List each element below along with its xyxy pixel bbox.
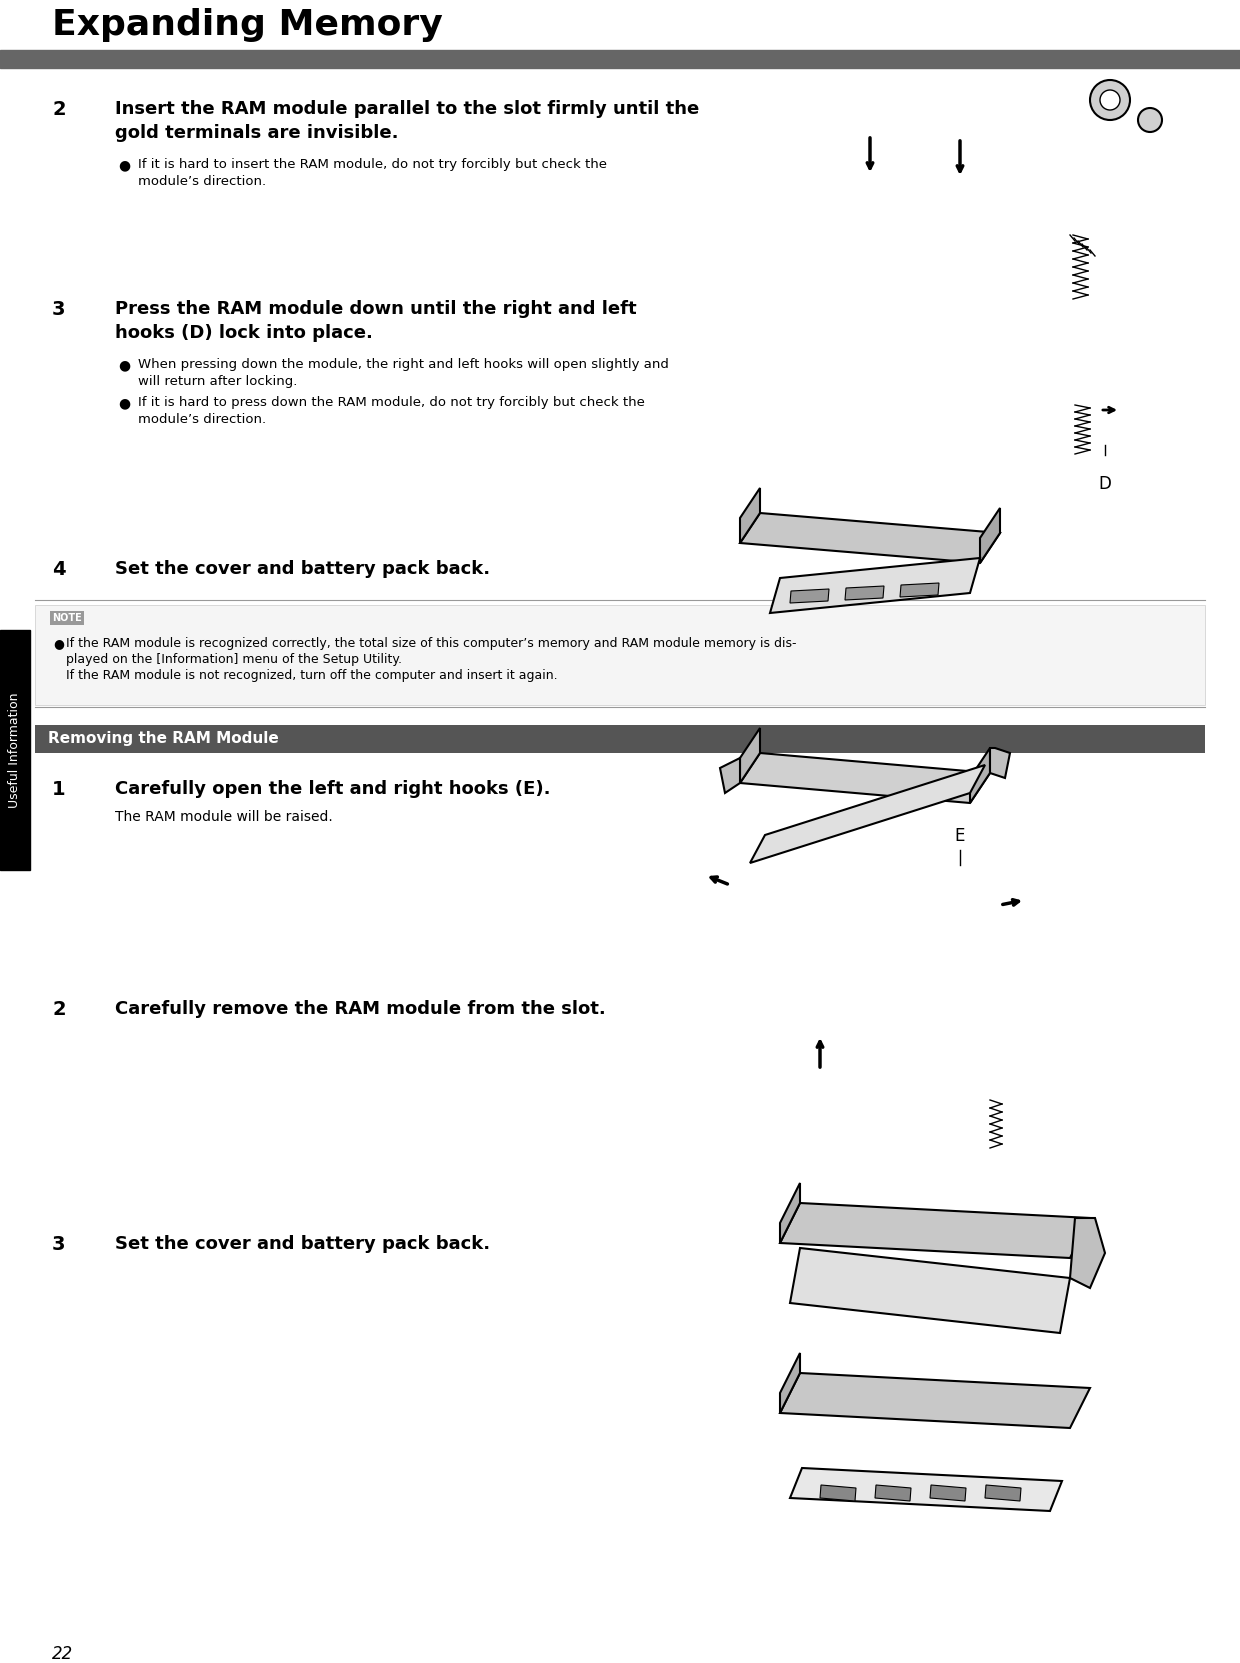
Polygon shape: [780, 1182, 800, 1242]
Text: ●: ●: [118, 158, 130, 171]
Polygon shape: [875, 1485, 911, 1502]
Text: If the RAM module is recognized correctly, the total size of this computer’s mem: If the RAM module is recognized correctl…: [66, 637, 796, 650]
Text: 3: 3: [52, 299, 66, 319]
Text: 1: 1: [52, 780, 66, 798]
Text: ●: ●: [118, 358, 130, 373]
Polygon shape: [780, 1374, 1090, 1429]
Polygon shape: [980, 507, 999, 564]
Text: ●: ●: [118, 396, 130, 411]
Text: Insert the RAM module parallel to the slot firmly until the
gold terminals are i: Insert the RAM module parallel to the sl…: [115, 100, 699, 141]
Text: If it is hard to insert the RAM module, do not try forcibly but check the
module: If it is hard to insert the RAM module, …: [138, 158, 608, 188]
Bar: [35, 605, 1205, 705]
Polygon shape: [970, 748, 990, 803]
Circle shape: [1090, 80, 1130, 120]
Bar: [50, 610, 84, 625]
Text: When pressing down the module, the right and left hooks will open slightly and
w: When pressing down the module, the right…: [138, 358, 668, 387]
Bar: [0, 630, 30, 870]
Text: Carefully remove the RAM module from the slot.: Carefully remove the RAM module from the…: [115, 999, 606, 1018]
Text: Carefully open the left and right hooks (E).: Carefully open the left and right hooks …: [115, 780, 551, 798]
Text: played on the [Information] menu of the Setup Utility.: played on the [Information] menu of the …: [66, 654, 402, 665]
Text: 22: 22: [52, 1645, 73, 1663]
Polygon shape: [820, 1485, 856, 1502]
Polygon shape: [740, 728, 760, 783]
Text: NOTE: NOTE: [52, 614, 82, 624]
Text: If it is hard to press down the RAM module, do not try forcibly but check the
mo: If it is hard to press down the RAM modu…: [138, 396, 645, 426]
Polygon shape: [780, 1202, 1090, 1257]
Polygon shape: [720, 758, 740, 793]
Polygon shape: [740, 512, 999, 564]
Text: ●: ●: [53, 637, 64, 650]
Bar: [35, 725, 1205, 753]
Polygon shape: [844, 585, 884, 600]
Text: 3: 3: [52, 1236, 66, 1254]
Text: Useful Information: Useful Information: [9, 692, 21, 808]
Polygon shape: [790, 1468, 1061, 1512]
Circle shape: [1100, 90, 1120, 110]
Polygon shape: [985, 1485, 1021, 1502]
Polygon shape: [930, 1485, 966, 1502]
Circle shape: [1138, 108, 1162, 131]
Text: 2: 2: [52, 999, 66, 1019]
Polygon shape: [740, 753, 990, 803]
Polygon shape: [990, 748, 1011, 778]
Text: Press the RAM module down until the right and left
hooks (D) lock into place.: Press the RAM module down until the righ…: [115, 299, 636, 341]
Polygon shape: [780, 1354, 800, 1414]
Polygon shape: [790, 589, 830, 604]
Text: The RAM module will be raised.: The RAM module will be raised.: [115, 810, 332, 823]
Polygon shape: [740, 487, 760, 544]
Text: D: D: [1099, 476, 1111, 492]
Text: Set the cover and battery pack back.: Set the cover and battery pack back.: [115, 560, 490, 579]
Polygon shape: [770, 559, 980, 614]
Text: If the RAM module is not recognized, turn off the computer and insert it again.: If the RAM module is not recognized, tur…: [66, 669, 558, 682]
Polygon shape: [790, 1247, 1070, 1334]
Text: 4: 4: [52, 560, 66, 579]
Text: 2: 2: [52, 100, 66, 120]
Polygon shape: [750, 765, 985, 863]
Text: Removing the RAM Module: Removing the RAM Module: [48, 732, 279, 747]
Text: E: E: [955, 827, 965, 845]
Bar: [0, 50, 1240, 68]
Polygon shape: [900, 584, 939, 597]
Polygon shape: [1070, 1217, 1105, 1289]
Text: Expanding Memory: Expanding Memory: [52, 8, 443, 42]
Text: Set the cover and battery pack back.: Set the cover and battery pack back.: [115, 1236, 490, 1252]
